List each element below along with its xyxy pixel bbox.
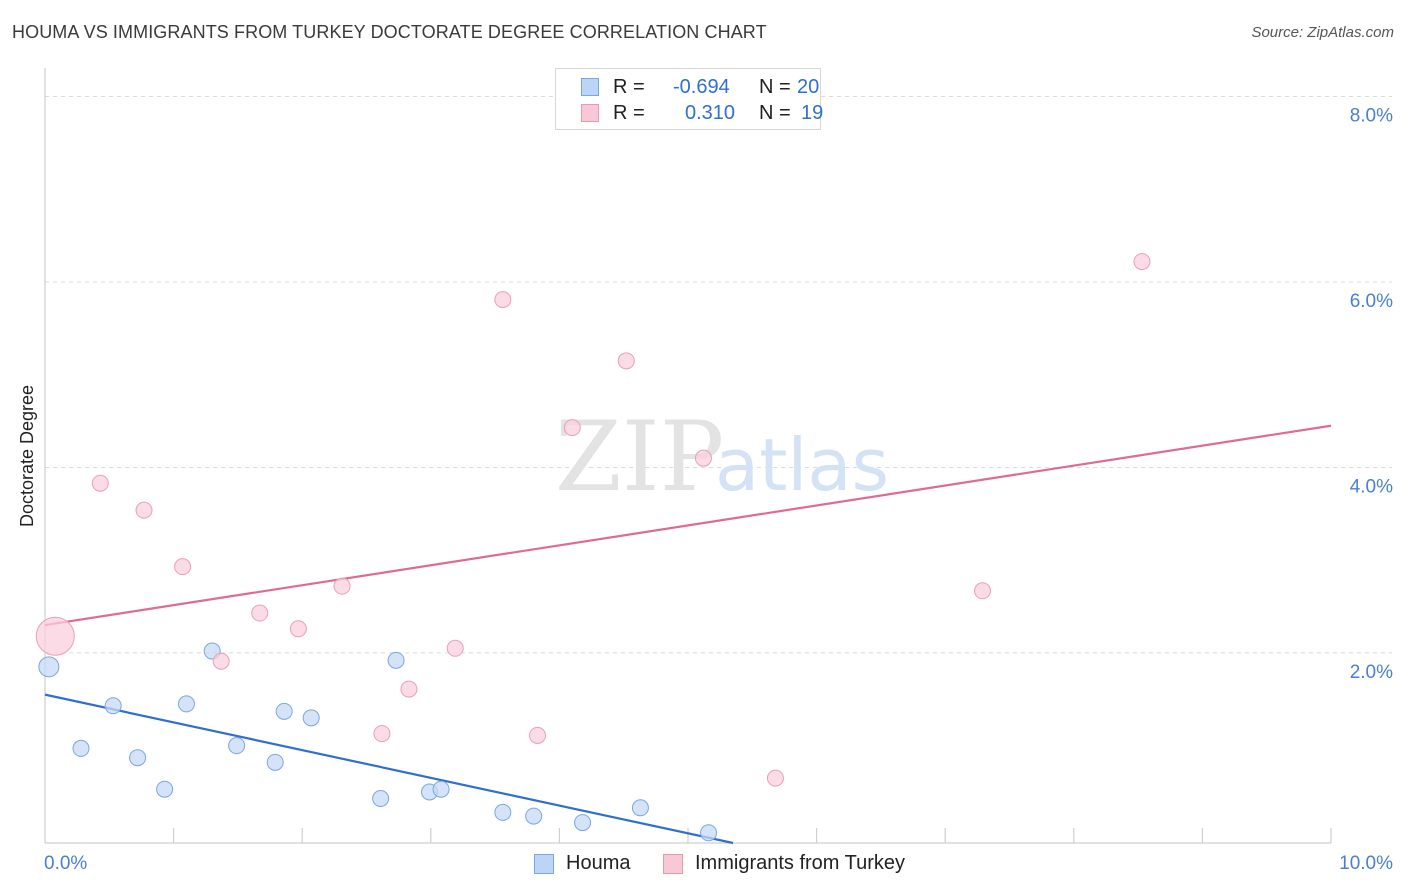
chart-source: Source: ZipAtlas.com: [1251, 24, 1394, 41]
data-point-turkey: [373, 725, 391, 743]
data-point-turkey: [333, 577, 351, 595]
data-point-turkey: [694, 449, 712, 467]
data-point-houma: [228, 737, 246, 755]
data-point-houma: [432, 780, 450, 798]
data-point-houma: [525, 807, 543, 825]
data-point-houma: [700, 824, 718, 842]
x-tick-label: 0.0%: [44, 853, 87, 874]
data-point-houma: [156, 780, 174, 798]
data-point-turkey: [251, 604, 269, 622]
data-point-houma: [275, 702, 293, 720]
x-tick-label: 10.0%: [1339, 853, 1393, 874]
bottom-legend-label: Immigrants from Turkey: [695, 852, 906, 874]
grid-layer: [45, 96, 1392, 654]
data-point-houma: [494, 803, 512, 821]
legend-swatch-houma: [581, 78, 599, 96]
y-tick-label: 4.0%: [1350, 476, 1393, 497]
data-point-turkey: [973, 582, 991, 600]
bottom-legend-swatch-houma: [534, 854, 554, 874]
data-point-houma: [38, 656, 60, 678]
trend-line-houma: [44, 693, 734, 845]
data-point-turkey: [212, 652, 230, 670]
y-tick-label: 6.0%: [1350, 291, 1393, 312]
axis-layer: [44, 68, 1332, 844]
data-point-turkey: [563, 419, 581, 437]
label-layer: 2.0% 4.0% 6.0% 8.0% 0.0% 10.0%: [44, 106, 1393, 874]
data-point-houma: [372, 789, 390, 807]
legend-r-label: R =: [613, 102, 645, 124]
legend-r-value: -0.694: [673, 76, 730, 98]
data-point-houma: [72, 739, 90, 757]
legend-n-label: N =: [759, 76, 791, 98]
data-point-turkey: [400, 680, 418, 698]
trend-layer: [44, 424, 1332, 845]
data-point-turkey: [35, 616, 75, 656]
data-point-turkey: [135, 501, 153, 519]
data-point-turkey: [494, 291, 512, 309]
bottom-legend-label: Houma: [566, 852, 631, 874]
data-point-turkey: [91, 474, 109, 492]
data-point-houma: [129, 749, 147, 767]
legend-r-label: R =: [613, 76, 645, 98]
data-point-houma: [574, 814, 592, 832]
legend-n-value: 19: [801, 102, 824, 124]
chart-title: HOUMA VS IMMIGRANTS FROM TURKEY DOCTORAT…: [12, 22, 767, 42]
legend-n-label: N =: [759, 102, 791, 124]
data-point-houma: [104, 697, 122, 715]
points-layer: [35, 253, 1151, 842]
trend-line-turkey: [44, 424, 1332, 627]
data-point-turkey: [446, 639, 464, 657]
data-point-turkey: [529, 726, 547, 744]
data-point-houma: [177, 695, 195, 713]
legend-n-value: 20: [797, 76, 820, 98]
y-axis-label: Doctorate Degree: [17, 385, 37, 527]
data-point-houma: [631, 799, 649, 817]
legend-box: R = -0.694 N = 20 R = 0.310 N = 19: [555, 68, 824, 130]
bottom-legend: Houma Immigrants from Turkey: [0, 852, 1406, 880]
legend-r-value: 0.310: [685, 102, 736, 124]
data-point-turkey: [174, 558, 192, 576]
data-point-houma: [387, 651, 405, 669]
y-tick-label: 8.0%: [1350, 106, 1393, 127]
data-point-turkey: [289, 620, 307, 638]
y-tick-label: 2.0%: [1350, 662, 1393, 683]
data-point-houma: [266, 753, 284, 771]
watermark: ZIP atlas: [555, 401, 889, 513]
data-point-turkey: [766, 769, 784, 787]
data-point-turkey: [1133, 253, 1151, 271]
data-point-turkey: [617, 352, 635, 370]
watermark-atlas: atlas: [715, 423, 889, 507]
bottom-legend-swatch-turkey: [663, 854, 683, 874]
legend-swatch-turkey: [581, 104, 599, 122]
data-point-houma: [302, 709, 320, 727]
